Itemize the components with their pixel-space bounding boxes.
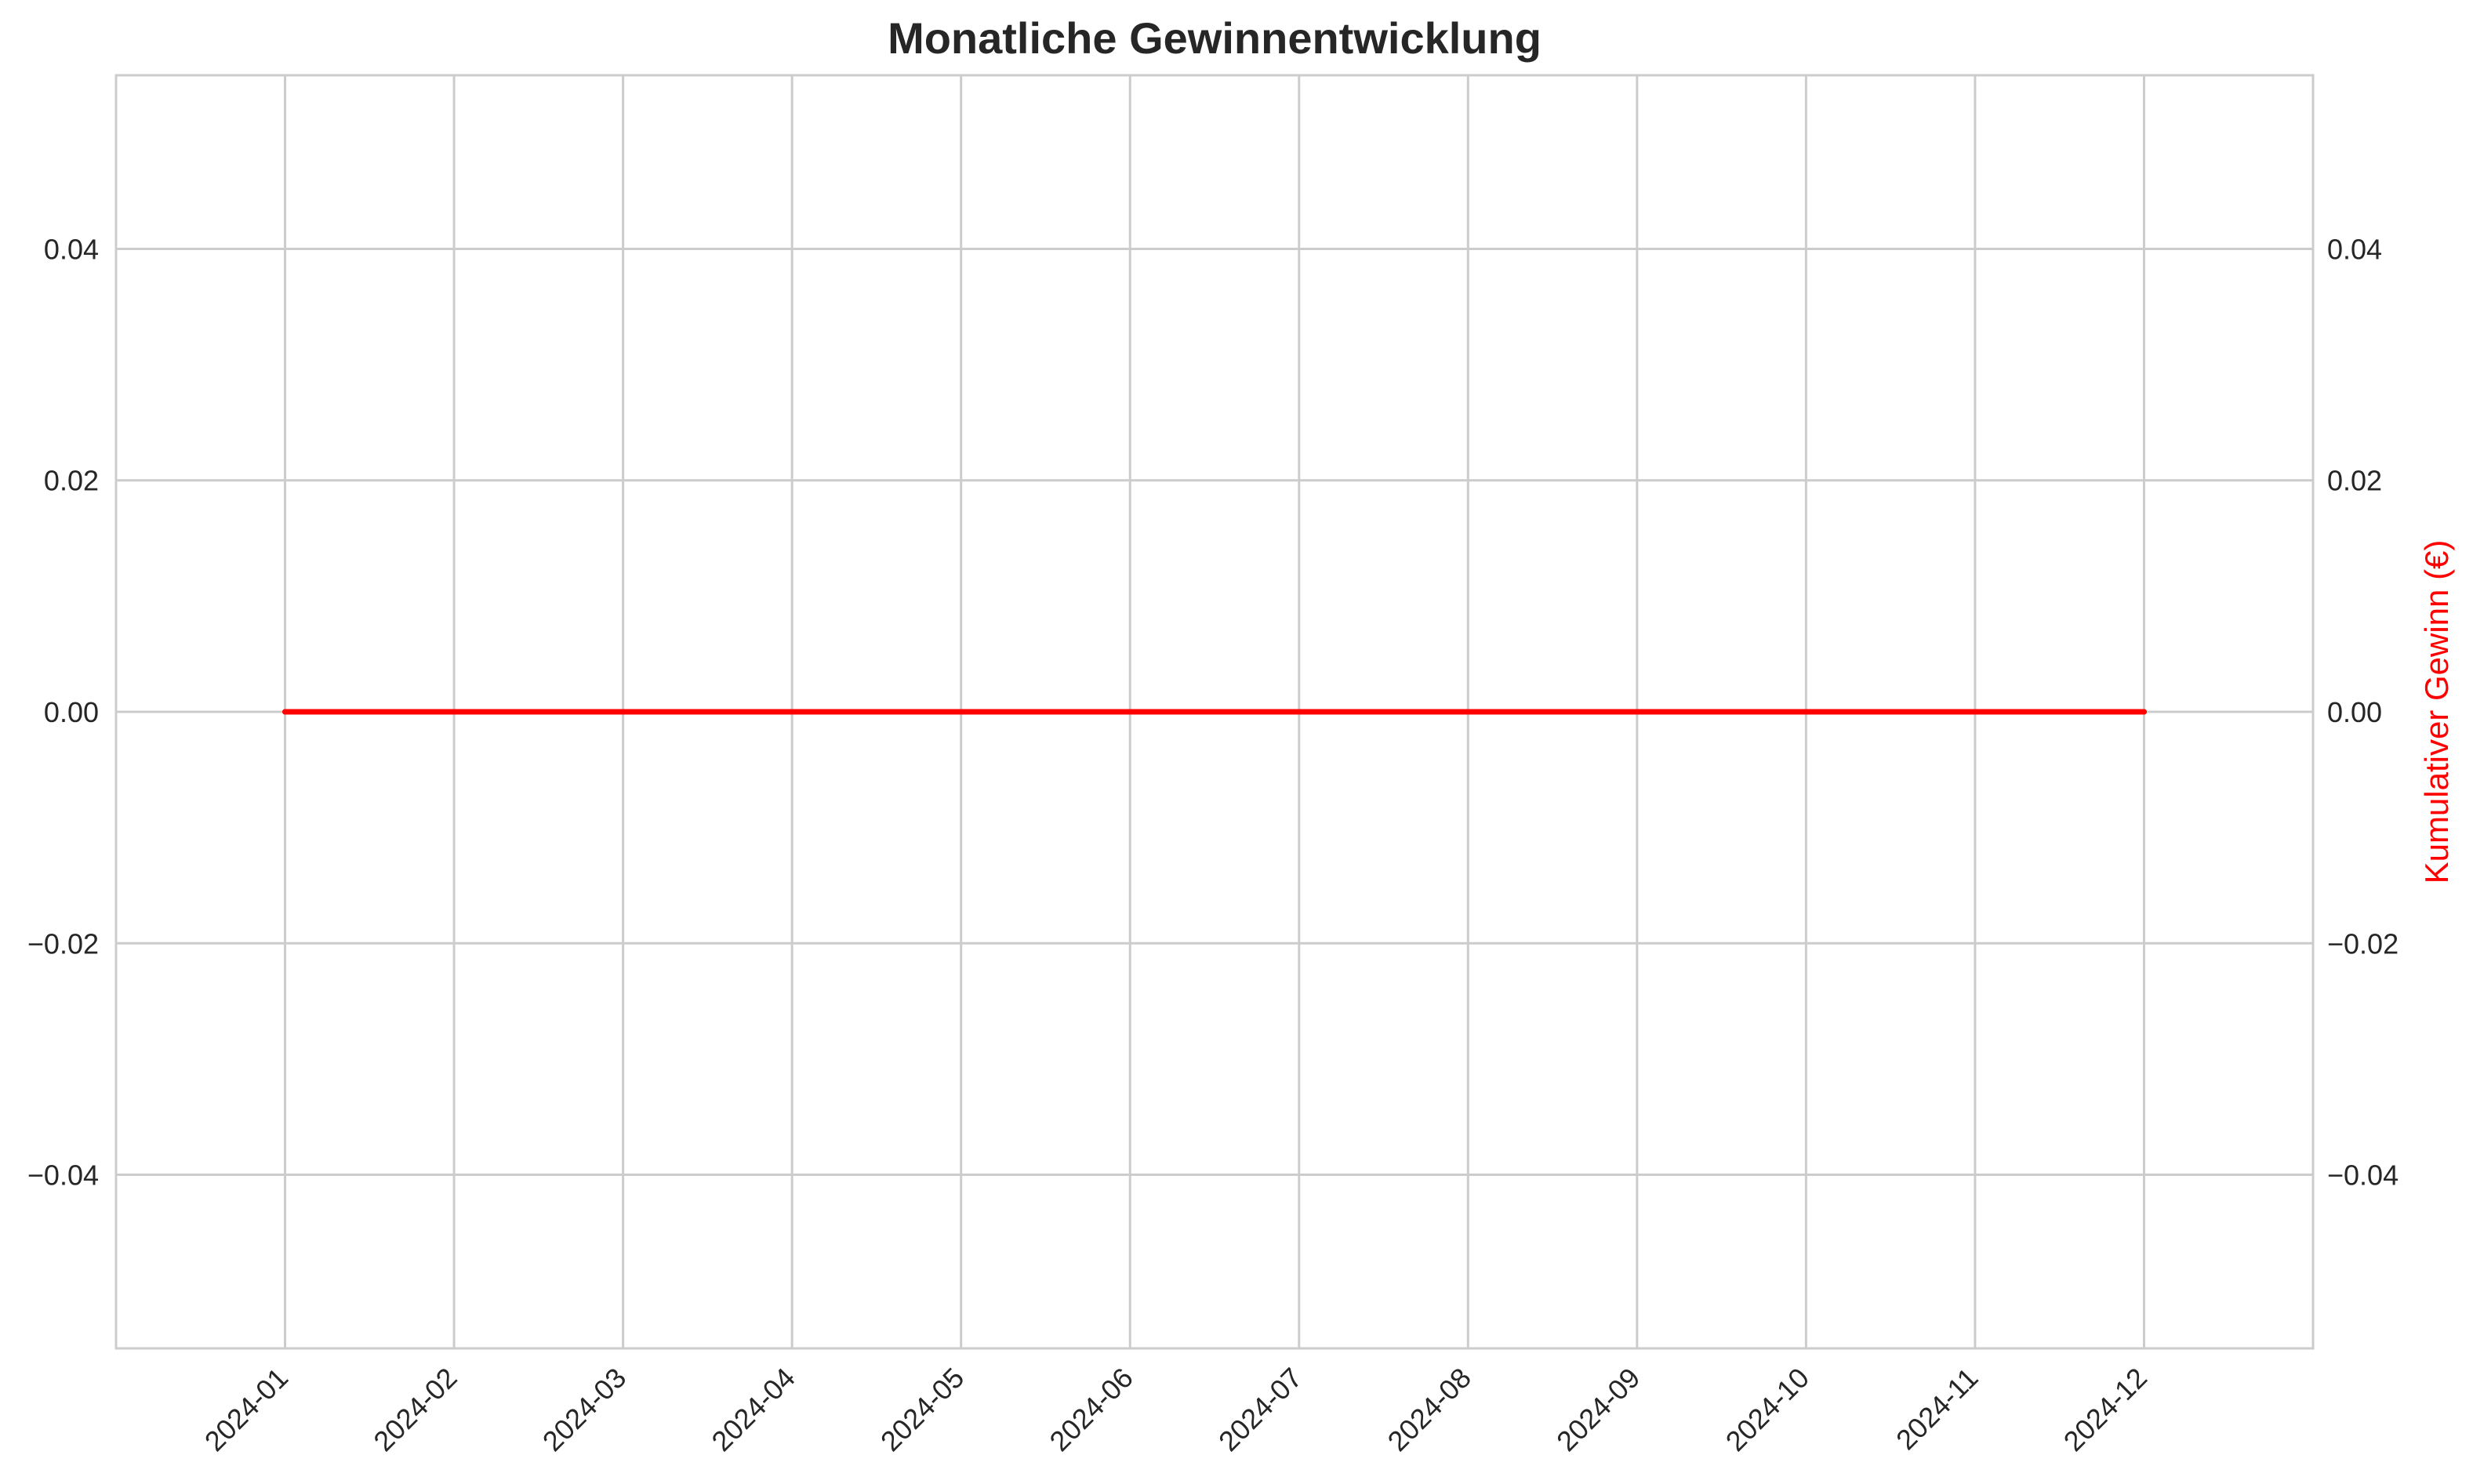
y-tick-label-right: 0.04 bbox=[2327, 233, 2382, 265]
data-point bbox=[1634, 709, 1640, 715]
chart-title: Monatliche Gewinnentwicklung bbox=[888, 13, 1542, 63]
x-tick-label: 2024-12 bbox=[2057, 1362, 2153, 1457]
y-tick-label-left: 0.00 bbox=[44, 696, 99, 728]
data-point bbox=[282, 709, 289, 715]
data-point bbox=[1296, 709, 1302, 715]
data-point bbox=[1127, 709, 1133, 715]
data-point bbox=[451, 709, 457, 715]
series-layer bbox=[282, 709, 2147, 715]
x-axis: 2024-01 2024-02 2024-03 2024-04 2024-05 2024-… bbox=[198, 1362, 2153, 1457]
data-point bbox=[789, 709, 795, 715]
x-tick-label: 2024-09 bbox=[1550, 1362, 1646, 1457]
x-tick-label: 2024-02 bbox=[367, 1362, 463, 1457]
data-point bbox=[1465, 709, 1471, 715]
data-point bbox=[958, 709, 964, 715]
x-tick-label: 2024-05 bbox=[874, 1362, 970, 1457]
y-tick-label-left: 0.02 bbox=[44, 465, 99, 497]
y-axis-right-label: Kumulativer Gewinn (€) bbox=[2418, 540, 2455, 884]
data-point bbox=[620, 709, 626, 715]
y-axis-right: −0.04 −0.02 0.00 0.02 0.04 bbox=[2327, 233, 2399, 1191]
x-tick-label: 2024-01 bbox=[198, 1362, 294, 1457]
y-axis-left: −0.04 −0.02 0.00 0.02 0.04 bbox=[27, 233, 99, 1191]
y-tick-label-left: 0.04 bbox=[44, 233, 99, 265]
y-tick-label-left: −0.02 bbox=[27, 927, 99, 960]
x-tick-label: 2024-08 bbox=[1382, 1362, 1477, 1457]
x-tick-label: 2024-11 bbox=[1890, 1362, 1985, 1457]
x-tick-label: 2024-04 bbox=[705, 1362, 801, 1457]
data-point bbox=[1972, 709, 1978, 715]
x-tick-label: 2024-10 bbox=[1719, 1362, 1815, 1457]
y-tick-label-right: −0.02 bbox=[2327, 927, 2399, 960]
data-point bbox=[2141, 709, 2147, 715]
y-tick-label-right: 0.02 bbox=[2327, 465, 2382, 497]
plot-frame bbox=[114, 74, 2315, 1350]
y-tick-label-right: −0.04 bbox=[2327, 1159, 2399, 1192]
y-tick-label-right: 0.00 bbox=[2327, 696, 2382, 728]
y-tick-label-left: −0.04 bbox=[27, 1159, 99, 1192]
x-tick-label: 2024-03 bbox=[536, 1362, 632, 1457]
data-point bbox=[1803, 709, 1809, 715]
x-tick-label: 2024-06 bbox=[1043, 1362, 1138, 1457]
x-tick-label: 2024-07 bbox=[1212, 1362, 1308, 1457]
